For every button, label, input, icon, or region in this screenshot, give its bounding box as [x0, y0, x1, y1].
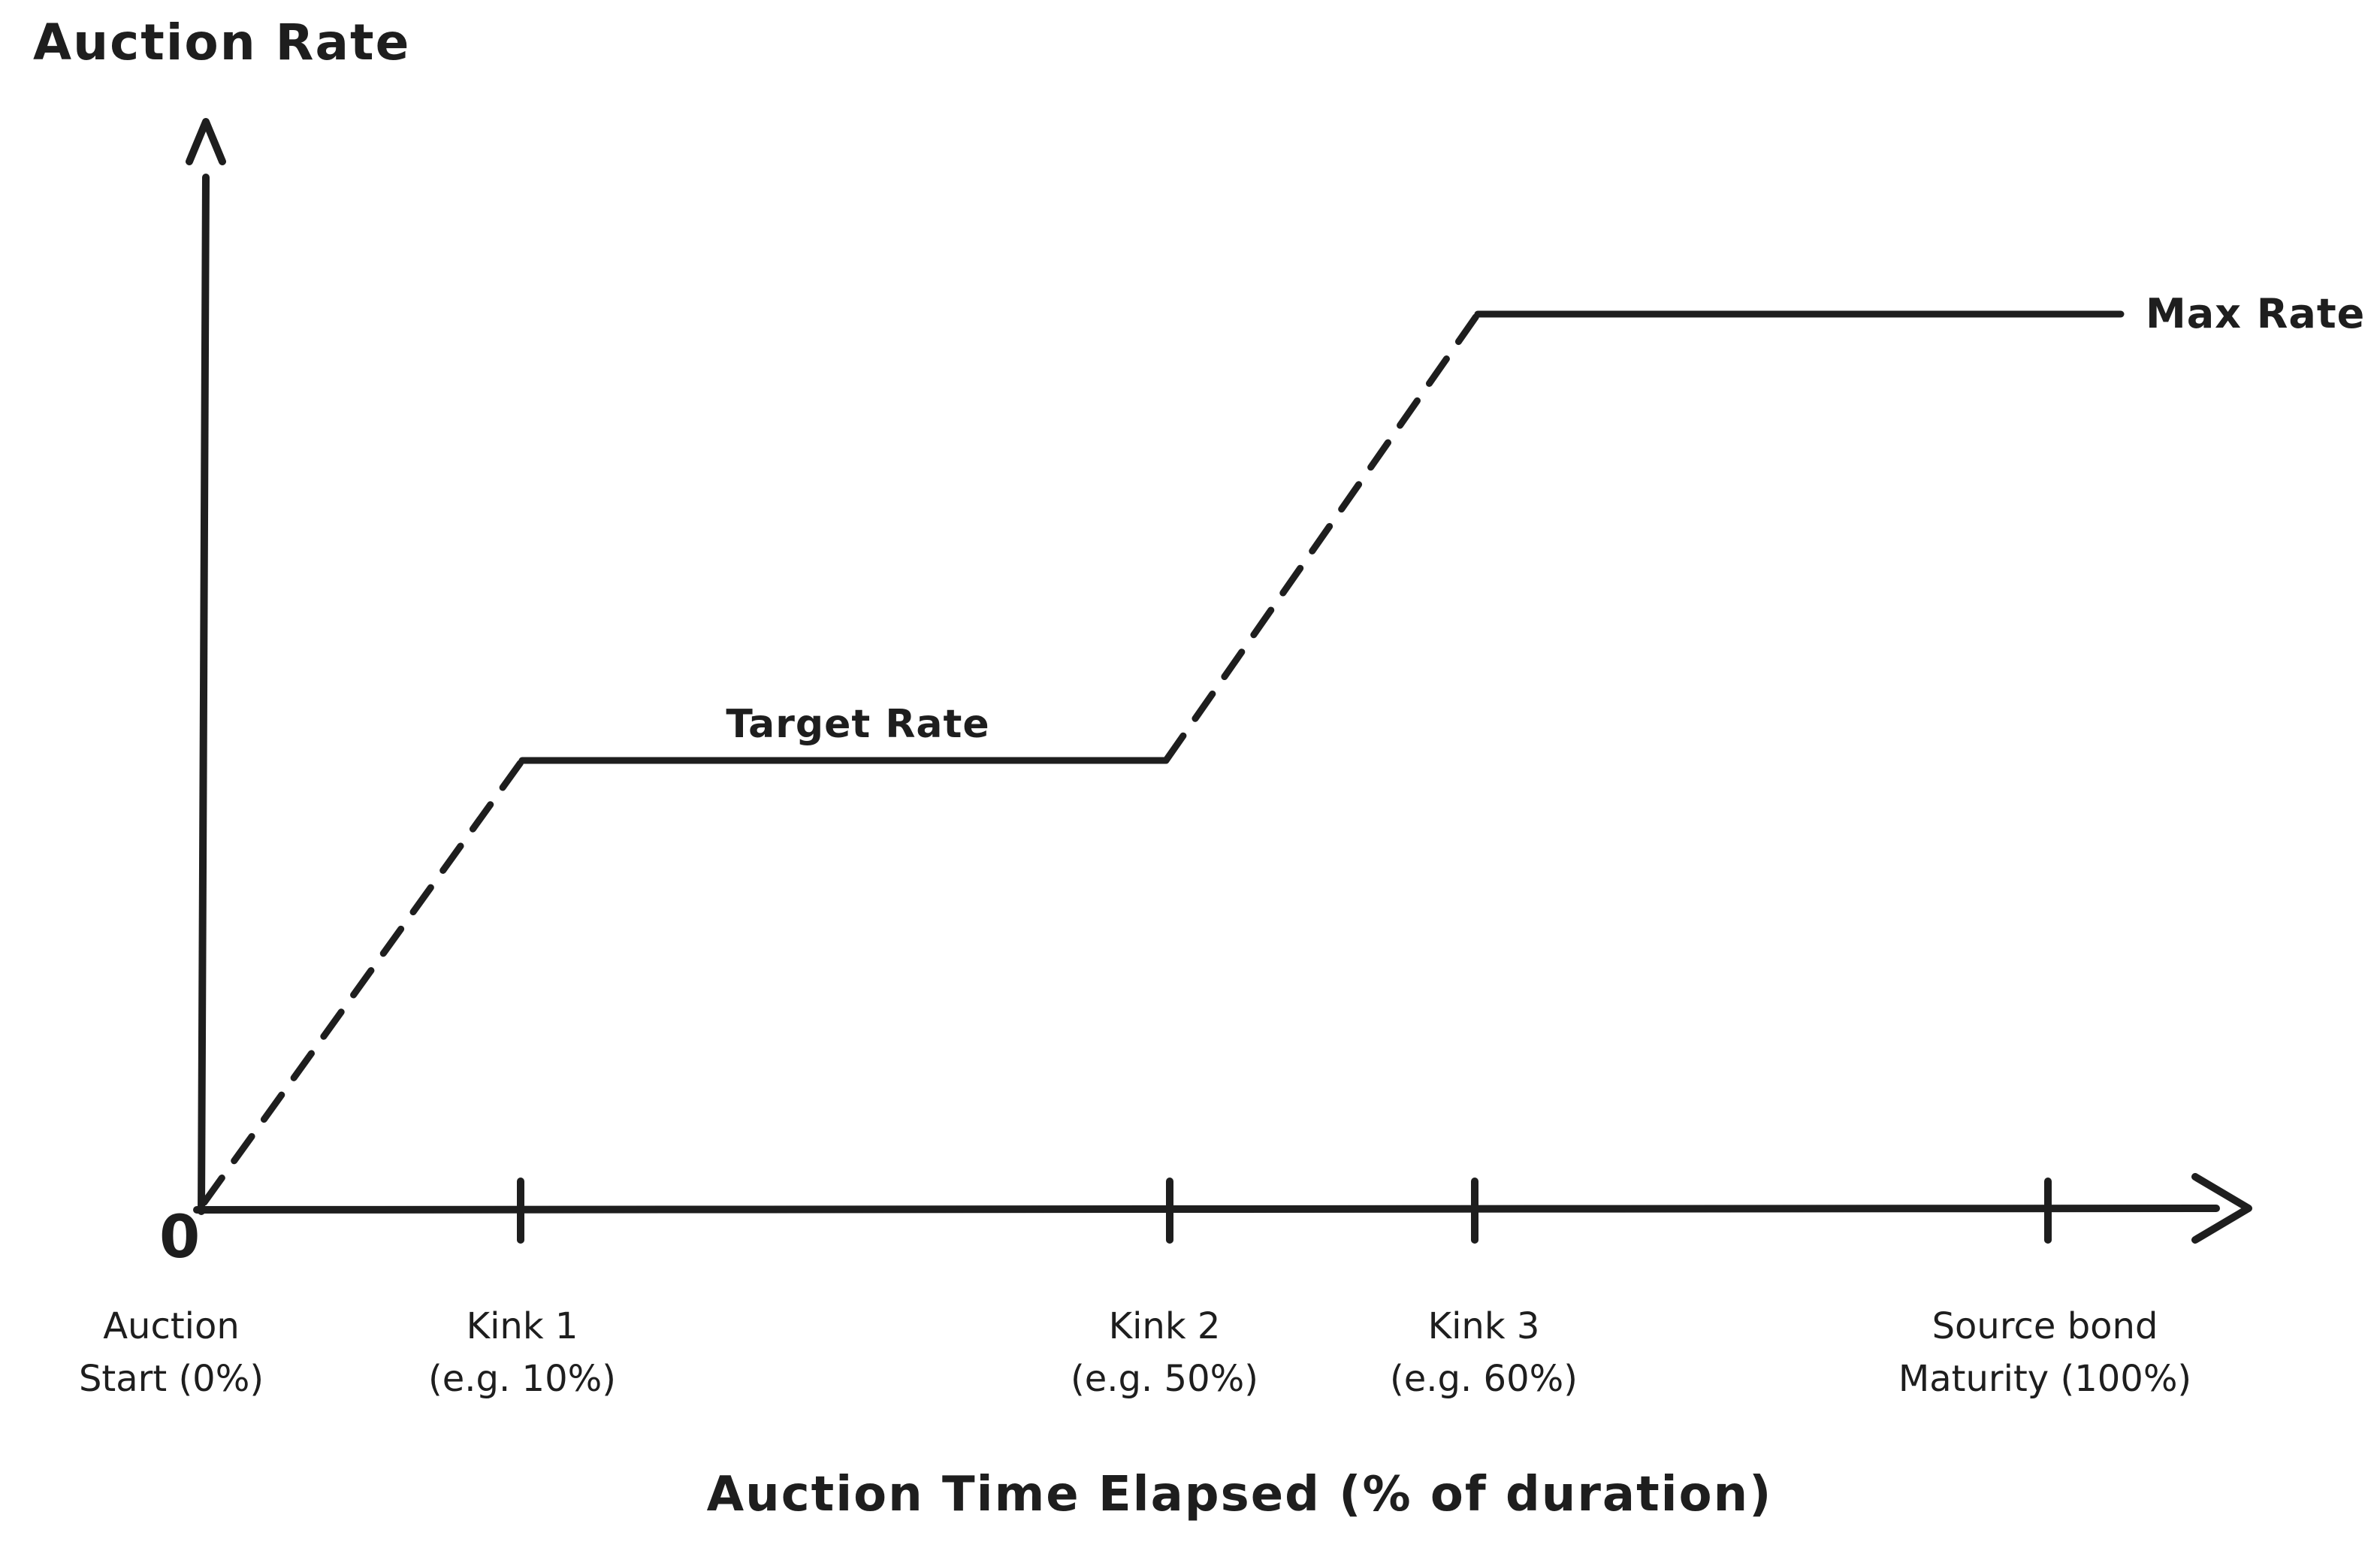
tick-label-kink-2: Kink 2 (e.g. 50%): [1071, 1300, 1258, 1405]
tick-label-line: Auction: [103, 1305, 240, 1347]
y-axis-line: [198, 174, 210, 1215]
curve-segment-0-dashed: [201, 757, 526, 1206]
x-axis-line: [193, 1205, 2220, 1214]
target-rate-annotation: Target Rate: [726, 702, 990, 747]
tick-label-line: Start (0%): [78, 1358, 264, 1400]
tick-label-line: Kink 3: [1427, 1305, 1540, 1347]
x-axis-title: Auction Time Elapsed (% of duration): [706, 1467, 1773, 1522]
curve-segment-2-dashed: [1162, 310, 1481, 764]
tick-label-line: Source bond: [1931, 1305, 2158, 1347]
y-axis-arrowhead: [186, 118, 226, 165]
max-rate-annotation: Max Rate: [2146, 290, 2366, 337]
tick-label-source-bond-maturity: Source bond Maturity (100%): [1898, 1300, 2191, 1405]
tick-label-kink-1: Kink 1 (e.g. 10%): [428, 1300, 616, 1405]
x-axis-arrowhead: [2191, 1173, 2252, 1244]
tick-label-kink-3: Kink 3 (e.g. 60%): [1390, 1300, 1578, 1405]
tick-label-line: Kink 1: [466, 1305, 578, 1347]
y-axis-title: Auction Rate: [33, 14, 411, 71]
tick-label-line: Kink 2: [1108, 1305, 1221, 1347]
tick-label-auction-start: Auction Start (0%): [79, 1300, 264, 1405]
tick-label-line: Maturity (100%): [1898, 1358, 2192, 1400]
origin-label: 0: [159, 1204, 201, 1271]
tick-label-line: (e.g. 10%): [428, 1358, 616, 1400]
tick-label-line: (e.g. 60%): [1390, 1358, 1578, 1400]
tick-label-line: (e.g. 50%): [1071, 1358, 1258, 1400]
